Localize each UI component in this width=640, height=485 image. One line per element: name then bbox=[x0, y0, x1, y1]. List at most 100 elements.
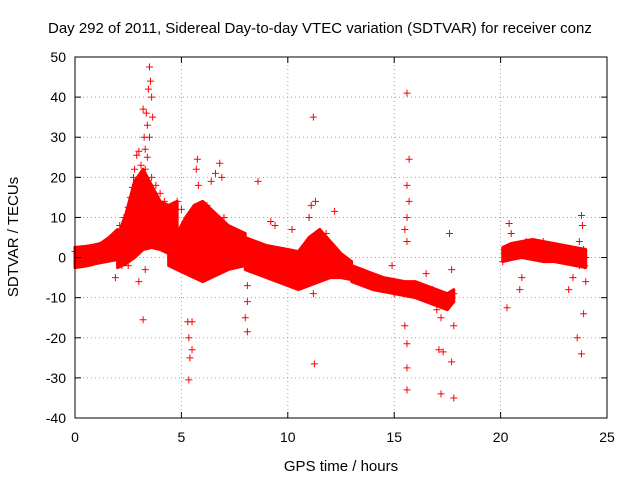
data-point-marker bbox=[88, 249, 96, 257]
x-tick-label: 5 bbox=[178, 429, 186, 445]
data-point-marker bbox=[141, 266, 149, 274]
data-point-marker bbox=[437, 314, 445, 322]
data-point-marker bbox=[448, 266, 456, 274]
data-point-marker bbox=[403, 89, 411, 97]
data-point-marker bbox=[193, 155, 201, 163]
data-point-marker bbox=[388, 262, 396, 270]
data-point-marker bbox=[450, 322, 458, 330]
data-point-marker bbox=[580, 246, 588, 254]
data-point-marker bbox=[560, 250, 568, 258]
data-point-marker bbox=[258, 254, 266, 262]
data-point-marker bbox=[186, 354, 194, 362]
data-point-marker bbox=[326, 242, 334, 250]
y-tick-label: -40 bbox=[46, 410, 66, 426]
data-point-marker bbox=[297, 282, 305, 290]
data-point-marker bbox=[337, 254, 345, 262]
dense-band-layer bbox=[73, 167, 588, 312]
data-point-marker bbox=[92, 244, 100, 252]
data-point-marker bbox=[211, 169, 219, 177]
data-point-marker bbox=[422, 270, 430, 278]
data-point-marker bbox=[582, 254, 590, 262]
data-point-marker bbox=[167, 246, 175, 254]
data-point-marker bbox=[263, 270, 271, 278]
data-point-marker bbox=[437, 390, 445, 398]
data-point-marker bbox=[503, 304, 511, 312]
data-point-marker bbox=[448, 358, 456, 366]
data-point-marker bbox=[288, 225, 296, 233]
data-point-marker bbox=[358, 274, 366, 282]
data-point-marker bbox=[403, 386, 411, 394]
data-point-marker bbox=[267, 217, 275, 225]
data-point-marker bbox=[314, 246, 322, 254]
data-point-marker bbox=[199, 252, 207, 260]
data-point-marker bbox=[220, 213, 228, 221]
data-point-marker bbox=[101, 242, 109, 250]
data-point-marker bbox=[128, 183, 136, 191]
y-axis-label: SDTVAR / TECUs bbox=[5, 177, 22, 297]
data-point-marker bbox=[411, 290, 419, 298]
data-point-marker bbox=[284, 270, 292, 278]
data-point-marker bbox=[124, 262, 132, 270]
chart-title: Day 292 of 2011, Sidereal Day-to-day VTE… bbox=[48, 20, 592, 37]
data-point-marker bbox=[118, 229, 126, 237]
data-point-marker bbox=[309, 113, 317, 121]
data-point-marker bbox=[177, 254, 185, 262]
data-point-marker bbox=[380, 282, 388, 290]
data-point-marker bbox=[501, 246, 509, 254]
y-tick-label: -10 bbox=[46, 290, 66, 306]
data-point-marker bbox=[194, 181, 202, 189]
data-point-marker bbox=[439, 348, 447, 356]
data-point-marker bbox=[111, 242, 119, 250]
data-point-marker bbox=[511, 246, 519, 254]
data-point-marker bbox=[307, 201, 315, 209]
data-point-marker bbox=[156, 238, 164, 246]
data-point-marker bbox=[218, 173, 226, 181]
data-point-marker bbox=[499, 258, 507, 266]
data-point-marker bbox=[305, 213, 313, 221]
data-point-marker bbox=[571, 254, 579, 262]
data-point-marker bbox=[209, 242, 217, 250]
y-tick-label: 50 bbox=[50, 49, 66, 65]
data-point-marker bbox=[116, 221, 124, 229]
data-point-marker bbox=[405, 197, 413, 205]
data-point-marker bbox=[401, 225, 409, 233]
data-point-marker bbox=[450, 290, 458, 298]
data-point-marker bbox=[403, 213, 411, 221]
data-point-marker bbox=[446, 229, 454, 237]
y-tick-label: -20 bbox=[46, 330, 66, 346]
data-point-marker bbox=[579, 221, 587, 229]
data-point-marker bbox=[142, 109, 150, 117]
data-point-marker bbox=[118, 262, 126, 270]
data-point-marker bbox=[401, 322, 409, 330]
data-point-marker bbox=[135, 278, 143, 286]
data-point-marker bbox=[569, 274, 577, 282]
data-point-marker bbox=[135, 147, 143, 155]
data-point-marker bbox=[422, 294, 430, 302]
data-point-marker bbox=[131, 165, 139, 173]
data-point-marker bbox=[105, 245, 113, 253]
data-point-marker bbox=[318, 238, 326, 246]
y-tick-label: 40 bbox=[50, 89, 66, 105]
data-point-marker bbox=[139, 316, 147, 324]
data-point-marker bbox=[310, 360, 318, 368]
data-point-marker bbox=[75, 246, 83, 254]
data-point-marker bbox=[565, 286, 573, 294]
data-point-marker bbox=[80, 250, 88, 258]
data-point-marker bbox=[130, 173, 138, 181]
data-point-marker bbox=[277, 262, 285, 270]
data-point-marker bbox=[137, 161, 145, 169]
y-tick-label: 0 bbox=[58, 250, 66, 266]
data-point-marker bbox=[450, 394, 458, 402]
data-point-marker bbox=[539, 238, 547, 246]
data-point-marker bbox=[522, 238, 530, 246]
data-point-marker bbox=[394, 286, 402, 294]
data-point-marker bbox=[405, 155, 413, 163]
data-point-marker bbox=[186, 229, 194, 237]
data-point-marker bbox=[573, 334, 581, 342]
data-point-marker bbox=[147, 77, 155, 85]
tick-layer: 0 5 10 15 20 25 -40 -30 -20 -10 0 10 20 30 40 50 bbox=[46, 49, 615, 445]
y-tick-label: 30 bbox=[50, 129, 66, 145]
data-point-marker bbox=[120, 213, 128, 221]
x-tick-label: 20 bbox=[493, 429, 509, 445]
